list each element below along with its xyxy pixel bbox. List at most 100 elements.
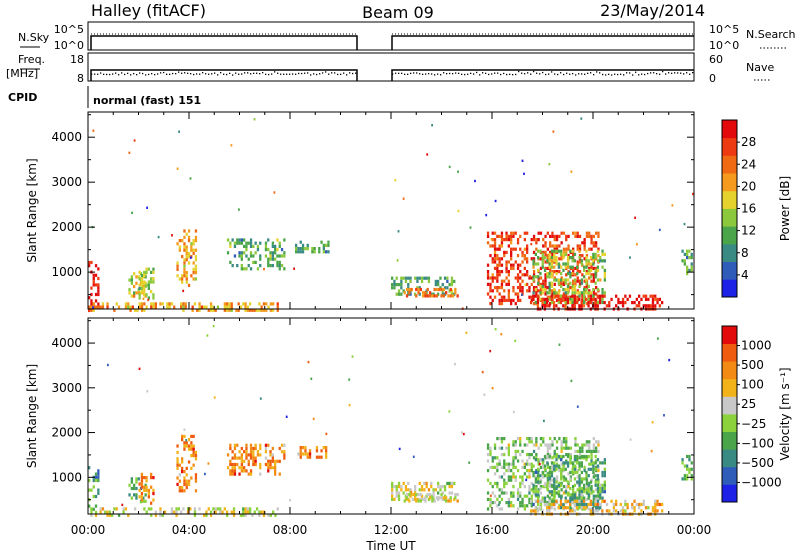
echo-cell [536,499,540,503]
echo-cell [489,286,492,290]
echo-cell [578,496,581,500]
echo-cell [192,261,195,265]
echo-cell [588,231,591,235]
echo-cell [580,477,583,481]
echo-cell [571,304,574,308]
echo-cell [443,485,447,489]
echo-cell [564,467,567,471]
echo-cell [595,449,598,453]
echo-cell [397,494,401,498]
echo-cell [498,462,501,466]
echo-cell [193,507,197,511]
echo-cell [583,443,586,447]
echo-cell [255,308,259,312]
nave-point [160,72,162,74]
echo-cell [560,276,563,280]
echo-cell [134,507,137,511]
echo-cell [566,288,570,292]
echo-cell [590,478,593,482]
echo-cell [498,263,501,267]
echo-cell [576,458,579,462]
echo-cell [212,324,215,328]
echo-cell [140,277,144,281]
nave-point [500,73,502,76]
echo-cell [295,250,298,254]
echo-cell [500,295,504,299]
nave-point [256,72,258,74]
freq-trace-1 [90,69,358,81]
echo-cell [171,234,173,237]
echo-cell [247,472,250,476]
echo-cell [113,507,116,511]
echo-cell [601,496,604,500]
echo-cell [198,302,201,306]
echo-cell [94,494,98,499]
echo-cell [573,284,577,288]
echo-cell [274,466,277,470]
echo-cell [192,271,195,275]
echo-cell [686,474,689,478]
echo-cell [176,267,179,271]
nave-point [653,72,655,74]
echo-cell [434,283,437,287]
echo-cell [688,470,691,475]
echo-cell [558,257,561,261]
echo-cell [592,446,595,450]
echo-cell [510,250,513,254]
colorbar-segment [722,484,737,503]
nave-point [304,72,306,74]
echo-cell [143,280,146,284]
echo-cell [560,494,563,498]
echo-cell [555,244,559,248]
echo-cell [417,499,420,503]
nave-point [265,73,267,75]
echo-cell [131,211,133,214]
echo-cell [589,291,593,295]
echo-cell [583,490,586,494]
echo-cell [226,513,229,517]
echo-cell [553,247,556,251]
echo-cell [592,279,595,283]
echo-cell [271,466,274,470]
echo-cell [498,494,501,498]
echo-cell [549,453,552,457]
echo-cell [514,260,517,264]
echo-cell [190,466,193,470]
echo-cell [557,506,560,510]
echo-cell [592,467,595,471]
nave-point [668,72,670,74]
echo-cell [486,497,490,501]
echo-cell [592,241,595,245]
echo-cell [566,265,570,269]
echo-cell [449,294,452,298]
echo-cell [658,304,661,308]
echo-cell [555,491,559,495]
echo-cell [426,294,429,298]
echo-cell [233,466,237,470]
echo-cell [569,275,572,279]
echo-cell [454,362,456,366]
echo-cell [588,462,591,466]
echo-cell [249,244,253,248]
echo-cell [498,257,501,261]
echo-cell [245,469,248,473]
echo-cell [507,244,510,248]
nave-point [295,73,297,75]
nave-point [325,71,327,73]
echo-cell [526,475,529,479]
echo-cell [530,453,533,457]
echo-cell [405,493,409,497]
nave-point [178,71,180,73]
nave-point [199,73,201,75]
echo-cell [526,289,529,293]
echo-cell [507,443,510,447]
echo-cell [590,273,593,277]
echo-cell [560,241,563,245]
echo-cell [595,459,598,463]
echo-cell [585,278,588,282]
echo-cell [537,262,540,266]
echo-cell [301,250,305,254]
echo-cell [562,464,565,468]
echo-cell [181,434,184,438]
echo-cell [546,454,549,459]
